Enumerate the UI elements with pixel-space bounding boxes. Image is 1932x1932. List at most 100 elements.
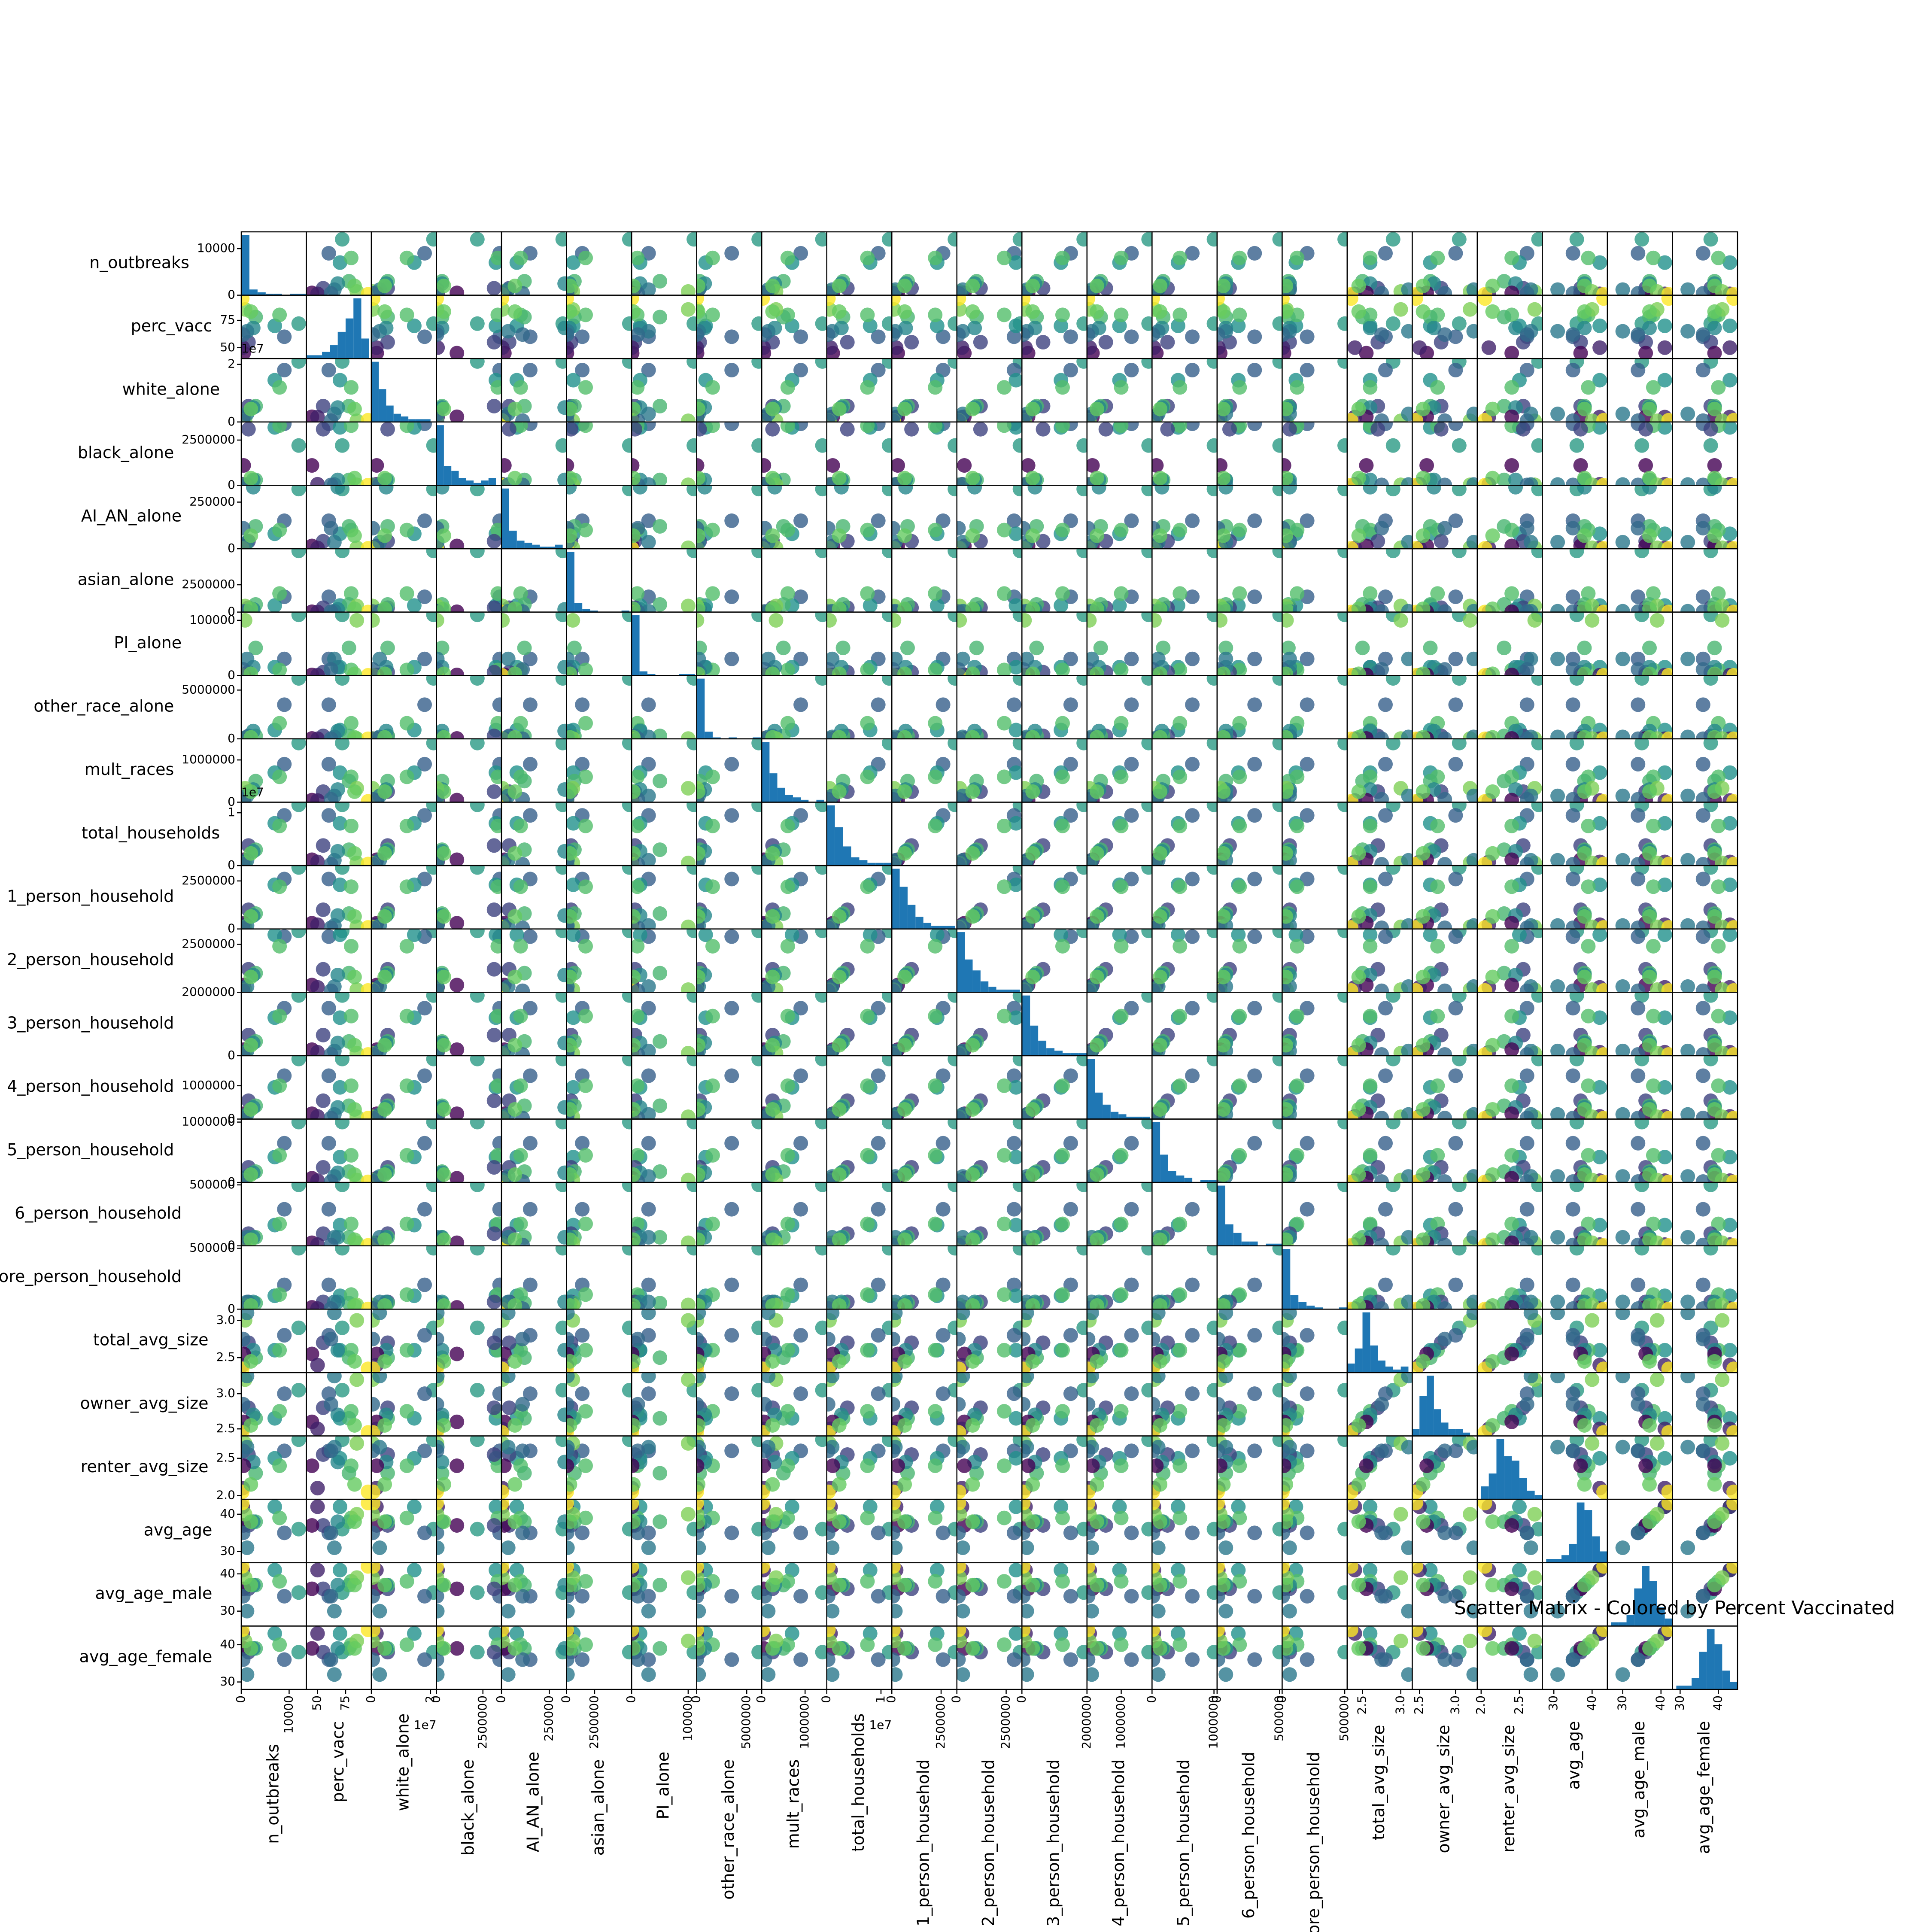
panel: [235, 416, 306, 492]
scatter-point: [292, 1052, 306, 1066]
scatter-point: [781, 251, 795, 265]
scatter-point: [437, 304, 451, 319]
histogram-bar: [1095, 1093, 1103, 1119]
panel: [821, 860, 896, 935]
scatter-point: [928, 1078, 942, 1093]
scatter-point: [691, 529, 705, 543]
scatter-point: [1124, 652, 1139, 666]
panel: [305, 480, 376, 556]
scatter-point: [1185, 513, 1200, 528]
panel: [1344, 988, 1416, 1062]
scatter-point: [1232, 251, 1247, 265]
panel: [1016, 544, 1091, 619]
scatter-point: [1394, 302, 1408, 317]
scatter-point: [1550, 407, 1565, 421]
scatter-point: [1437, 857, 1452, 872]
scatter-point: [487, 784, 501, 799]
scatter-point: [1680, 789, 1695, 803]
panel: [1616, 232, 1676, 301]
scatter-point: [1485, 279, 1500, 293]
scatter-point: [1485, 471, 1500, 486]
scatter-point: [1504, 458, 1519, 473]
scatter-point: [948, 232, 962, 246]
scatter-point: [705, 380, 720, 395]
scatter-point: [626, 402, 641, 416]
scatter-point: [1485, 529, 1500, 543]
scatter-point: [631, 327, 645, 342]
panel: [886, 798, 962, 872]
panel: [886, 416, 962, 492]
scatter-point: [1378, 1069, 1393, 1083]
scatter-point: [513, 251, 528, 265]
scatter-point: [1711, 380, 1725, 395]
panel: [1145, 232, 1221, 301]
panel: [1275, 988, 1352, 1062]
panel: [1550, 544, 1611, 619]
scatter-point: [426, 232, 441, 246]
scatter-point: [380, 422, 395, 437]
scatter-point: [1577, 970, 1592, 984]
scatter-point: [450, 1042, 464, 1057]
scatter-point: [1337, 354, 1352, 369]
scatter-point: [1416, 730, 1431, 744]
scatter-point: [1592, 340, 1607, 355]
scatter-point: [1279, 529, 1293, 543]
panel: [1016, 860, 1091, 935]
scatter-point: [965, 279, 980, 293]
scatter-point: [1566, 246, 1580, 261]
scatter-point: [1352, 1102, 1366, 1117]
panel: [1550, 798, 1611, 872]
scatter-point: [487, 665, 501, 680]
histogram-bar: [489, 478, 496, 486]
panel: [821, 923, 896, 998]
scatter-point: [513, 380, 528, 395]
scatter-point: [1646, 251, 1661, 265]
scatter-point: [1520, 521, 1534, 535]
histogram-bar: [785, 795, 793, 802]
histogram-bar: [525, 543, 532, 549]
scatter-point: [1696, 697, 1710, 712]
scatter-point: [1029, 641, 1044, 655]
scatter-point: [951, 662, 966, 677]
scatter-point: [347, 279, 362, 293]
scatter-point: [400, 769, 414, 784]
scatter-point: [863, 598, 878, 613]
panel: [235, 480, 306, 556]
scatter-point: [630, 1078, 644, 1093]
scatter-point: [1430, 1009, 1445, 1024]
scatter-point: [1160, 422, 1175, 437]
scatter-point: [1290, 879, 1304, 894]
scatter-point: [724, 246, 739, 261]
scatter-point: [450, 668, 464, 682]
scatter-point: [1185, 757, 1200, 772]
panel: [1275, 354, 1352, 428]
histogram-bar: [988, 987, 996, 993]
panel: [755, 608, 829, 683]
panel: [1081, 860, 1156, 935]
scatter-point: [400, 819, 414, 833]
panel: [1016, 480, 1091, 556]
histogram-bar: [338, 332, 346, 358]
scatter-point: [1520, 697, 1534, 712]
panel: [495, 291, 572, 360]
panel: [429, 736, 507, 809]
scatter-point: [470, 544, 485, 558]
panel: [821, 671, 896, 746]
scatter-point: [1707, 304, 1722, 319]
scatter-point: [1232, 586, 1247, 601]
scatter-point: [1437, 662, 1452, 677]
scatter-point: [1352, 304, 1366, 319]
panel: [429, 860, 507, 935]
scatter-point: [626, 784, 641, 799]
scatter-point: [948, 438, 962, 453]
panel: [1081, 671, 1156, 746]
scatter-point: [316, 902, 331, 917]
panel: [625, 232, 702, 301]
scatter-point: [1577, 909, 1592, 924]
scatter-point: [724, 416, 739, 431]
scatter-point: [1504, 668, 1519, 682]
panel: [365, 608, 441, 683]
panel: [1478, 798, 1546, 872]
panel: [1081, 416, 1156, 492]
scatter-point: [832, 601, 847, 616]
